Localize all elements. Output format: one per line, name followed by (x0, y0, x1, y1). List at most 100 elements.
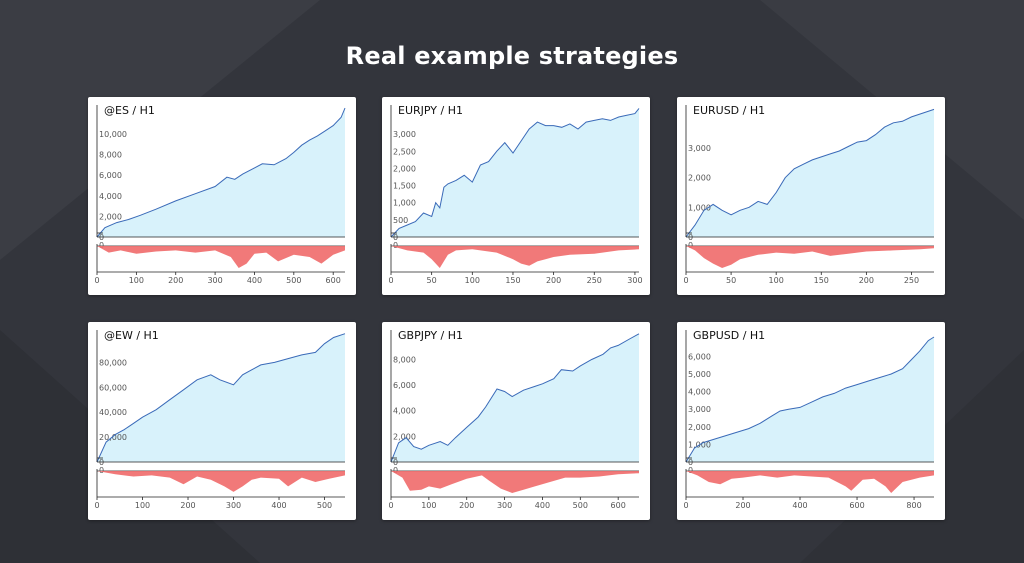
x-tick-label: 0 (388, 276, 393, 285)
drawdown-area (97, 471, 345, 492)
y-tick-label: 1,000 (688, 203, 711, 212)
x-tick-label: 200 (459, 501, 474, 510)
x-tick-label: 150 (814, 276, 829, 285)
y-tick-label: 40,000 (99, 408, 127, 417)
equity-line (390, 108, 640, 238)
equity-line (685, 108, 935, 238)
y-tick-label: 6,000 (393, 381, 416, 390)
chart-card-gbpjpy: GBPJPY / H1 0 2,000 4,000 6,000 8,000 0 0 100 20… (382, 322, 650, 520)
chart-card-gbpusd: GBPUSD / H1 0 1,000 2,000 3,000 4,000 5,000 6,… (677, 322, 945, 520)
x-tick-label: 100 (129, 276, 144, 285)
x-tick-label: 200 (180, 501, 195, 510)
y-tick-label: 0 (688, 233, 693, 242)
y-tick-label: 60,000 (99, 383, 127, 392)
y-tick-label: 6,000 (99, 171, 122, 180)
x-tick-label: 200 (168, 276, 183, 285)
y-tick-label: 20,000 (99, 433, 127, 442)
drawdown-area (391, 471, 639, 493)
y-tick-label: 4,000 (393, 407, 416, 416)
chart-card-eurjpy: EURJPY / H1 0 500 1,000 1,500 2,000 2,500 3,00… (382, 97, 650, 295)
drawdown-area (97, 246, 345, 268)
y-tick-label: 3,000 (688, 144, 711, 153)
y-tick-label: 2,500 (393, 147, 416, 156)
y-tick-label: 8,000 (393, 355, 416, 364)
drawdown-zero-label: 0 (688, 241, 693, 250)
y-tick-label: 2,000 (688, 423, 711, 432)
y-tick-label: 2,000 (688, 174, 711, 183)
y-tick-label: 4,000 (99, 192, 122, 201)
chart-title: GBPJPY / H1 (398, 329, 464, 342)
x-tick-label: 150 (505, 276, 520, 285)
chart-title: GBPUSD / H1 (693, 329, 766, 342)
page-title: Real example strategies (345, 42, 679, 70)
x-tick-label: 250 (904, 276, 919, 285)
y-tick-label: 8,000 (99, 151, 122, 160)
chart-title: EURJPY / H1 (398, 104, 463, 117)
y-tick-label: 1,000 (393, 199, 416, 208)
x-tick-label: 400 (792, 501, 807, 510)
y-tick-label: 2,000 (99, 212, 122, 221)
drawdown-area (686, 471, 934, 493)
y-tick-label: 0 (99, 458, 104, 467)
equity-area (391, 108, 639, 238)
equity-area (97, 333, 345, 462)
equity-area (686, 109, 934, 237)
drawdown-zero-label: 0 (393, 466, 398, 475)
x-tick-label: 600 (611, 501, 626, 510)
x-tick-label: 0 (683, 501, 688, 510)
x-tick-label: 400 (535, 501, 550, 510)
x-tick-label: 300 (497, 501, 512, 510)
x-tick-label: 100 (135, 501, 150, 510)
drawdown-area (686, 246, 934, 268)
drawdown-area (391, 246, 639, 268)
x-tick-label: 500 (317, 501, 332, 510)
y-tick-label: 3,000 (688, 405, 711, 414)
chart-card-eurusd: EURUSD / H1 0 1,000 2,000 3,000 0 0 50 100 150 20… (677, 97, 945, 295)
x-tick-label: 100 (421, 501, 436, 510)
x-tick-label: 600 (326, 276, 341, 285)
equity-line (96, 333, 346, 463)
x-tick-label: 400 (247, 276, 262, 285)
x-tick-label: 200 (735, 501, 750, 510)
x-tick-label: 0 (94, 501, 99, 510)
equity-area (391, 333, 639, 462)
x-tick-label: 100 (465, 276, 480, 285)
x-tick-label: 250 (587, 276, 602, 285)
x-tick-label: 200 (859, 276, 874, 285)
y-tick-label: 0 (688, 458, 693, 467)
x-tick-label: 50 (726, 276, 736, 285)
y-tick-label: 6,000 (688, 352, 711, 361)
y-tick-label: 500 (393, 216, 408, 225)
chart-title: EURUSD / H1 (693, 104, 766, 117)
y-tick-label: 1,500 (393, 182, 416, 191)
equity-area (686, 337, 934, 462)
y-tick-label: 0 (393, 458, 398, 467)
x-tick-label: 300 (627, 276, 642, 285)
y-tick-label: 2,000 (393, 164, 416, 173)
x-tick-label: 0 (683, 276, 688, 285)
x-tick-label: 200 (546, 276, 561, 285)
chart-card-es: @ES / H1 0 2,000 4,000 6,000 8,000 10,000 0 0 10… (88, 97, 356, 295)
x-tick-label: 0 (94, 276, 99, 285)
equity-line (685, 336, 935, 463)
equity-line (390, 333, 640, 463)
x-tick-label: 50 (427, 276, 437, 285)
equity-area (97, 108, 345, 237)
x-tick-label: 500 (286, 276, 301, 285)
drawdown-zero-label: 0 (393, 241, 398, 250)
drawdown-zero-label: 0 (99, 241, 104, 250)
y-tick-label: 80,000 (99, 358, 127, 367)
y-tick-label: 4,000 (688, 388, 711, 397)
y-tick-label: 2,000 (393, 432, 416, 441)
chart-card-ew: @EW / H1 0 20,000 40,000 60,000 80,000 0 0 100 2… (88, 322, 356, 520)
equity-line (96, 107, 346, 238)
x-tick-label: 400 (271, 501, 286, 510)
y-tick-label: 0 (99, 233, 104, 242)
x-tick-label: 100 (769, 276, 784, 285)
y-tick-label: 3,000 (393, 130, 416, 139)
